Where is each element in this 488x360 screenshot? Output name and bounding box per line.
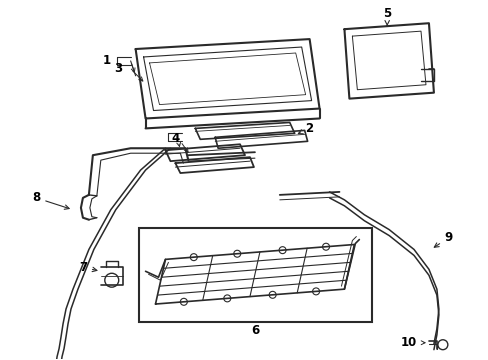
Text: 2: 2 [298, 122, 313, 135]
Text: 1: 1 [102, 54, 111, 67]
Bar [138, 228, 371, 322]
Text: 10: 10 [400, 336, 416, 349]
Text: 7: 7 [79, 261, 97, 274]
Text: 5: 5 [382, 7, 390, 26]
Text: 6: 6 [250, 324, 259, 337]
Text: 8: 8 [32, 192, 69, 209]
Text: 9: 9 [433, 231, 452, 247]
Text: 4: 4 [171, 132, 179, 145]
Text: 3: 3 [114, 62, 122, 75]
